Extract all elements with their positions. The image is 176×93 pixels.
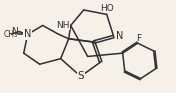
Text: S: S [77,71,84,81]
Text: CH₃: CH₃ [3,30,17,39]
Text: N: N [11,27,18,36]
Text: NH: NH [56,21,70,30]
Text: N: N [117,31,124,41]
Text: HO: HO [100,4,114,13]
Text: N: N [24,29,31,39]
Text: N: N [24,29,31,39]
Text: F: F [136,34,141,43]
